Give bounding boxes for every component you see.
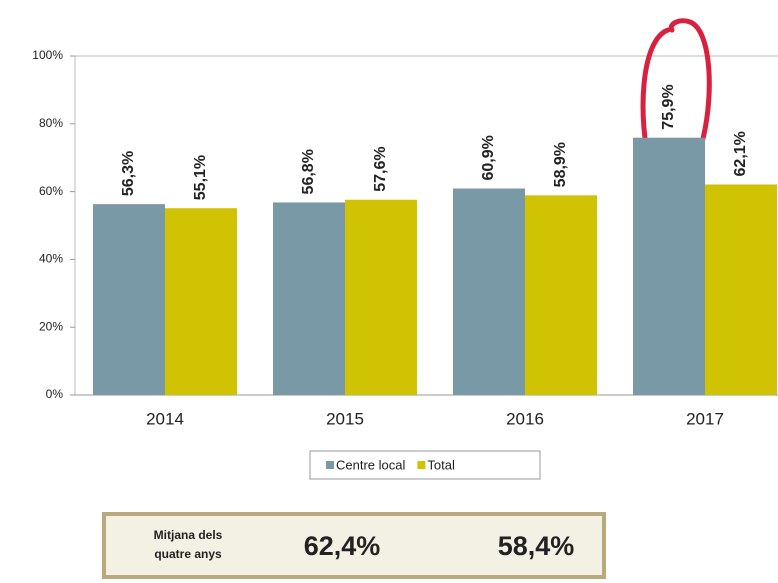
- y-tick-label: 40%: [39, 252, 63, 266]
- x-tick-label: 2015: [326, 409, 364, 428]
- y-tick-label: 80%: [39, 116, 63, 130]
- y-tick-label: 20%: [39, 319, 63, 333]
- bar: [165, 208, 237, 395]
- value-label: 55,1%: [192, 155, 209, 200]
- value-label: 56,3%: [120, 151, 137, 196]
- bar: [93, 204, 165, 395]
- bar: [705, 184, 777, 395]
- value-label: 75,9%: [660, 84, 677, 129]
- bar: [633, 137, 705, 395]
- bar: [273, 202, 345, 395]
- value-label: 60,9%: [480, 135, 497, 180]
- bar: [525, 195, 597, 395]
- legend-swatch: [326, 461, 334, 469]
- value-label: 56,8%: [300, 149, 317, 194]
- y-tick-label: 0%: [46, 387, 64, 401]
- value-label: 62,1%: [732, 131, 749, 176]
- y-tick-label: 60%: [39, 184, 63, 198]
- y-tick-label: 100%: [32, 48, 63, 62]
- summary-label: quatre anys: [154, 547, 222, 561]
- bar: [453, 188, 525, 395]
- x-tick-label: 2014: [146, 409, 184, 428]
- value-label: 57,6%: [372, 146, 389, 191]
- legend-label: Centre local: [336, 457, 405, 472]
- x-tick-label: 2017: [686, 409, 724, 428]
- summary-box: [102, 512, 606, 579]
- x-tick-label: 2016: [506, 409, 544, 428]
- summary-label: Mitjana dels: [154, 528, 223, 542]
- summary-value: 62,4%: [304, 531, 381, 561]
- summary-value: 58,4%: [498, 531, 575, 561]
- legend-box: [309, 450, 541, 480]
- bar: [345, 199, 417, 395]
- value-label: 58,9%: [552, 142, 569, 187]
- legend-swatch: [417, 461, 426, 469]
- legend-label: Total: [427, 457, 455, 472]
